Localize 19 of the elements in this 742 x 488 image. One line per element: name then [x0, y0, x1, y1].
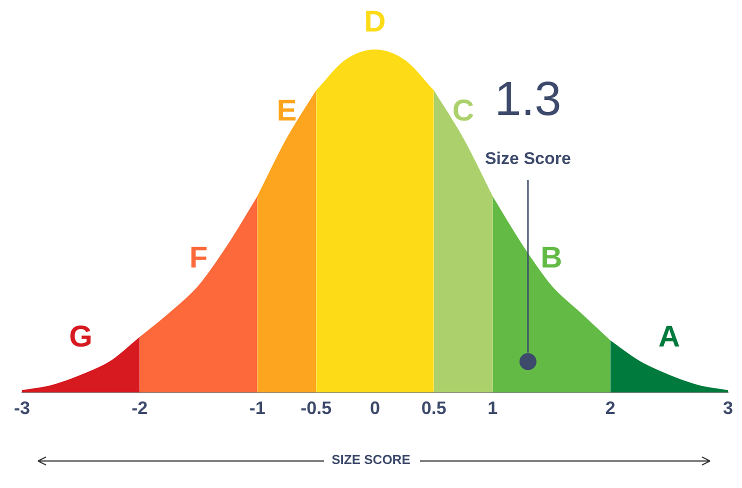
x-tick-label: -2 — [132, 398, 148, 418]
series-label: E — [276, 94, 297, 128]
x-tick-label: -3 — [14, 398, 30, 418]
annotation: 1.3 — [494, 73, 562, 126]
x-tick-label: 0 — [370, 398, 380, 418]
x-tick-label: 3 — [722, 398, 734, 418]
x-tick-label: -0.5 — [300, 398, 332, 418]
series-label: F — [189, 242, 208, 275]
x-tick-label: 0.5 — [421, 398, 446, 418]
series-label: A — [658, 320, 680, 354]
series-label: B — [540, 242, 562, 275]
series-label: C — [452, 94, 474, 128]
series-label: D — [364, 5, 386, 38]
series-label: G — [69, 320, 93, 354]
x-tick-label: 2 — [605, 398, 616, 418]
x-axis-title: SIZE SCORE — [324, 452, 418, 467]
x-tick-label: 1 — [488, 398, 498, 418]
annotation: Size Score — [484, 149, 571, 168]
x-tick-label: -1 — [249, 398, 266, 418]
